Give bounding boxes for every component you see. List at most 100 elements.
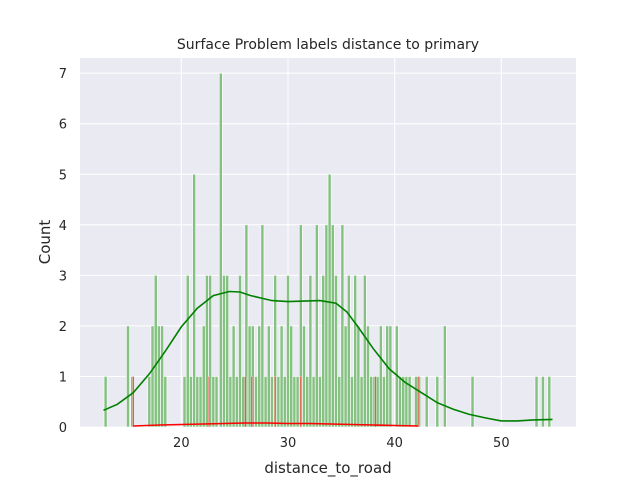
histogram-bar-green [295,376,300,428]
histogram-bar-green [201,325,206,428]
histogram-bar-green [276,376,281,428]
histogram-bar-red [250,376,253,428]
histogram-bar-red [374,376,377,428]
histogram-bar-green [330,224,335,428]
histogram-bar-green [292,376,297,428]
histogram-bar-green [182,376,187,428]
histogram-bar-green [103,376,108,428]
histogram-bar-green [534,376,539,428]
histogram-bar-green [157,325,161,428]
histogram-bar-green [343,325,348,428]
histogram-bar-green [308,275,313,428]
x-tick-label: 30 [280,436,297,451]
x-tick-labels: 20 30 40 50 [173,436,510,451]
histogram-bar-green [126,325,130,428]
x-axis-label: distance_to_road [264,459,391,478]
histogram-bar-green [378,325,383,428]
histogram-bar-green [266,325,271,428]
histogram-bar-green [442,325,447,428]
y-tick-label: 7 [59,67,67,82]
histogram-bar-green [282,376,287,428]
histogram-bar-green [150,325,155,428]
histogram-bar-green [238,275,242,428]
histogram-bar-green [318,376,322,428]
histogram-bar-green [356,325,361,428]
histogram-bar-green [470,376,475,428]
histogram-bar-green [289,325,294,428]
histogram-bar-red [132,376,135,428]
histogram-bars [103,72,552,428]
histogram-bar-green [231,325,236,428]
kde-line-green [103,290,553,422]
histogram-bar-green [286,275,290,428]
histogram-bar-green [208,275,212,428]
histogram-bar-green [375,376,380,428]
histogram-bar-green [321,275,326,428]
histogram-bar-green [160,325,164,428]
histogram-bar-green [382,376,386,428]
histogram-bar-green [362,275,367,428]
histogram-bar-green [195,376,200,428]
histogram-bar-red [299,376,302,428]
histogram-bar-green [414,376,418,428]
histogram-bar-green [198,376,203,428]
histogram-bar-green [254,376,258,428]
kde-line-red [133,422,419,427]
histogram-bar-green [388,325,393,428]
histogram-bar-green [385,325,390,428]
histogram-bar-green [334,275,338,428]
chart-title: Surface Problem labels distance to prima… [177,37,479,53]
x-tick-label: 50 [493,436,510,451]
histogram-bar-green [337,376,342,428]
histogram-bar-green [214,376,219,428]
y-tick-label: 3 [59,269,67,284]
histogram-bar-green [228,376,233,428]
histogram-bar-green [311,376,316,428]
histogram-bar-green [401,376,406,428]
histogram-bar-red [208,376,211,428]
histogram-bar-green [340,224,345,428]
histogram-bar-green [147,376,152,428]
kde-lines [103,290,553,427]
histogram-bar-green [407,376,412,428]
histogram-bar-green [205,275,209,428]
y-tick-label: 1 [59,370,67,385]
histogram-bar-green [398,376,402,428]
x-tick-label: 40 [386,436,403,451]
x-tick-label: 20 [173,436,190,451]
histogram-bar-green [541,376,545,428]
histogram-bar-green [424,376,429,428]
histogram-bar-green [260,224,265,428]
histogram-bar-green [241,376,246,428]
histogram-bar-green [346,275,351,428]
histogram-bar-green [324,224,329,428]
y-tick-labels: 0 1 2 3 4 5 6 7 [59,67,67,436]
histogram-bar-green [153,275,158,428]
histogram-bar-green [225,275,230,428]
histogram-bar-green [263,376,268,428]
histogram-bar-green [192,173,196,428]
histogram-bar-green [211,376,216,428]
y-tick-label: 5 [59,168,67,183]
histogram-bar-green [270,376,274,428]
histogram-bar-green [369,376,374,428]
histogram-bar-green [279,325,284,428]
histogram-bar-green [218,72,223,428]
histogram-bar-green [163,376,168,428]
histogram-bar-green [257,325,262,428]
y-tick-label: 0 [59,421,67,436]
histogram-bar-green [222,275,226,428]
histogram-bar-green [327,173,332,428]
histogram-bar-green [185,275,190,428]
histogram-bar-red [417,376,420,428]
histogram-bar-red [274,376,277,428]
y-tick-label: 2 [59,320,67,335]
histogram-bar-green [305,376,310,428]
histogram-bar-green [359,376,364,428]
histogram-bar-green [353,275,358,428]
y-axis-label: Count [36,220,54,265]
y-tick-label: 6 [59,118,67,133]
y-tick-label: 4 [59,219,67,234]
histogram-bar-red [244,376,247,428]
